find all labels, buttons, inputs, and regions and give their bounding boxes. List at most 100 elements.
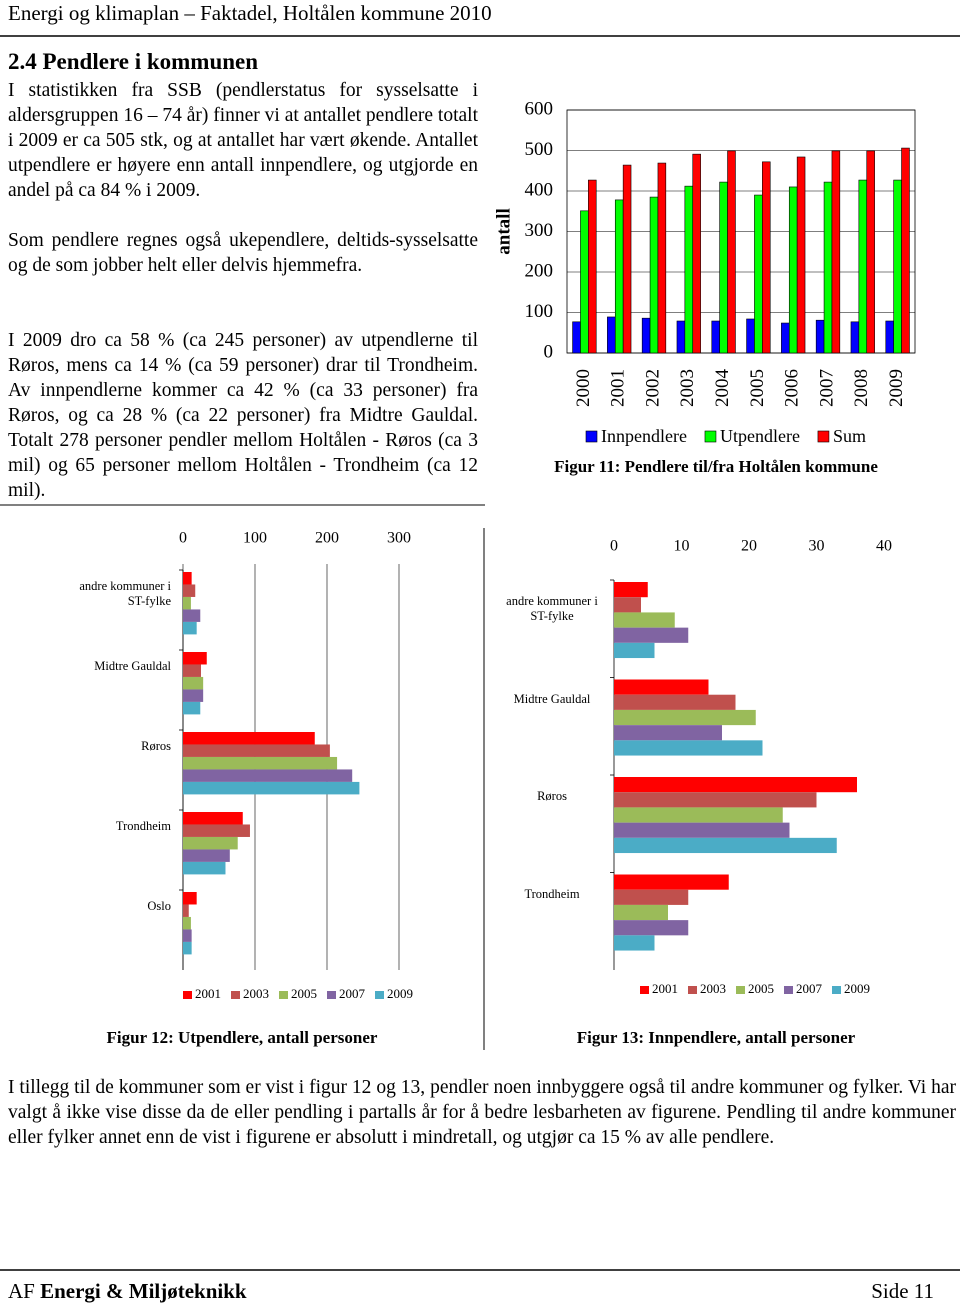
bar [183,609,201,622]
footer-page: Side 11 [871,1279,934,1303]
legend-label: 2005 [291,986,317,1001]
x-tick-label: 0 [179,530,187,547]
x-tick-label: 40 [876,538,892,555]
legend-label: 2009 [844,981,870,996]
footer-company: Energi & Miljøteknikk [40,1279,247,1303]
bar [183,781,360,795]
bar [754,194,763,354]
bar [614,792,817,808]
paragraph: Som pendlere regnes også ukependlere, de… [8,230,478,276]
legend-label: Innpendlere [601,426,687,446]
x-tick-label: 0 [610,538,618,555]
bar [614,935,655,951]
bar [614,740,763,756]
caption: Figur 12: Utpendlere, antall personer [107,1028,378,1047]
caption: Figur 11: Pendlere til/fra Holtålen komm… [554,457,878,476]
legend-label: Sum [833,426,866,446]
legend-swatch [832,986,841,994]
bar [183,756,338,770]
bar [614,612,675,628]
bar [727,150,736,354]
bar [614,597,641,613]
bar [607,316,616,354]
bar [183,701,201,715]
bar [614,904,668,921]
bar [183,929,192,942]
legend-swatch [585,430,598,443]
y-axis-label: antall [493,208,514,254]
bar [676,320,686,354]
bar [614,642,655,659]
bar [796,156,806,354]
footer-left: AF Energi & Miljøteknikk [8,1279,247,1304]
bar [614,920,689,936]
paragraph: I 2009 dro ca 58 % (ca 245 personer) av … [8,330,478,501]
legend-swatch [327,991,336,999]
bar [885,320,894,354]
legend-swatch [640,986,649,994]
bar [614,725,722,741]
bar [614,694,736,710]
bar [831,150,841,354]
category-label: Røros [141,739,171,753]
legend-label: 2001 [195,986,221,1001]
bar [183,621,197,635]
bar [823,181,833,354]
y-tick-label: 600 [525,98,554,119]
y-tick-label: 200 [525,260,554,281]
bar [614,627,689,643]
bar [183,836,238,850]
bar [614,874,729,890]
bar [614,679,709,695]
category-label: Røros [537,789,567,804]
bar [781,322,790,354]
x-tick-label: 2000 [573,369,594,407]
legend-swatch [183,991,192,999]
category-label: Midtre Gauldal [94,659,171,673]
bar [719,181,728,354]
bar [614,582,648,598]
bar [614,777,857,793]
bar [850,321,860,354]
bar [649,196,659,354]
section-title: 2.4 Pendlere i kommunen [8,49,259,74]
bar [183,941,192,955]
legend-swatch [375,991,384,999]
legend-swatch [784,986,793,994]
paragraph: I statistikken fra SSB (pendlerstatus fo… [8,80,478,201]
bar [183,596,191,610]
x-tick-label: 2002 [642,369,663,407]
caption: Figur 13: Innpendlere, antall personer [577,1028,856,1047]
x-tick-label: 2008 [851,369,872,407]
bar [657,162,667,354]
category-label: Midtre Gauldal [513,691,591,706]
bar [588,179,597,354]
category-label: Trondheim [115,819,171,833]
x-tick-label: 2003 [677,369,698,407]
legend-swatch [231,991,240,999]
bar [183,849,230,862]
y-tick-label: 500 [525,139,554,160]
bar [572,321,581,354]
x-tick-label: 2001 [608,369,629,407]
bar [183,904,189,917]
bar [711,320,720,354]
bar [815,319,825,354]
category-label: andre kommuner i ST-fylke [506,594,598,624]
bar [183,664,201,677]
legend-label: 2001 [652,981,678,996]
bar [746,318,755,354]
category-label: Trondheim [524,886,580,901]
x-tick-label: 300 [387,530,411,547]
header: Energi og klimaplan – Faktadel, Holtålen… [8,1,492,25]
legend-swatch [279,991,288,999]
bar [893,179,902,354]
bar [614,199,624,354]
bar [762,161,771,354]
bar [183,892,197,905]
bar [622,164,632,354]
category-label: andre kommuner i ST-fylke [79,579,171,608]
legend-swatch [688,986,697,994]
